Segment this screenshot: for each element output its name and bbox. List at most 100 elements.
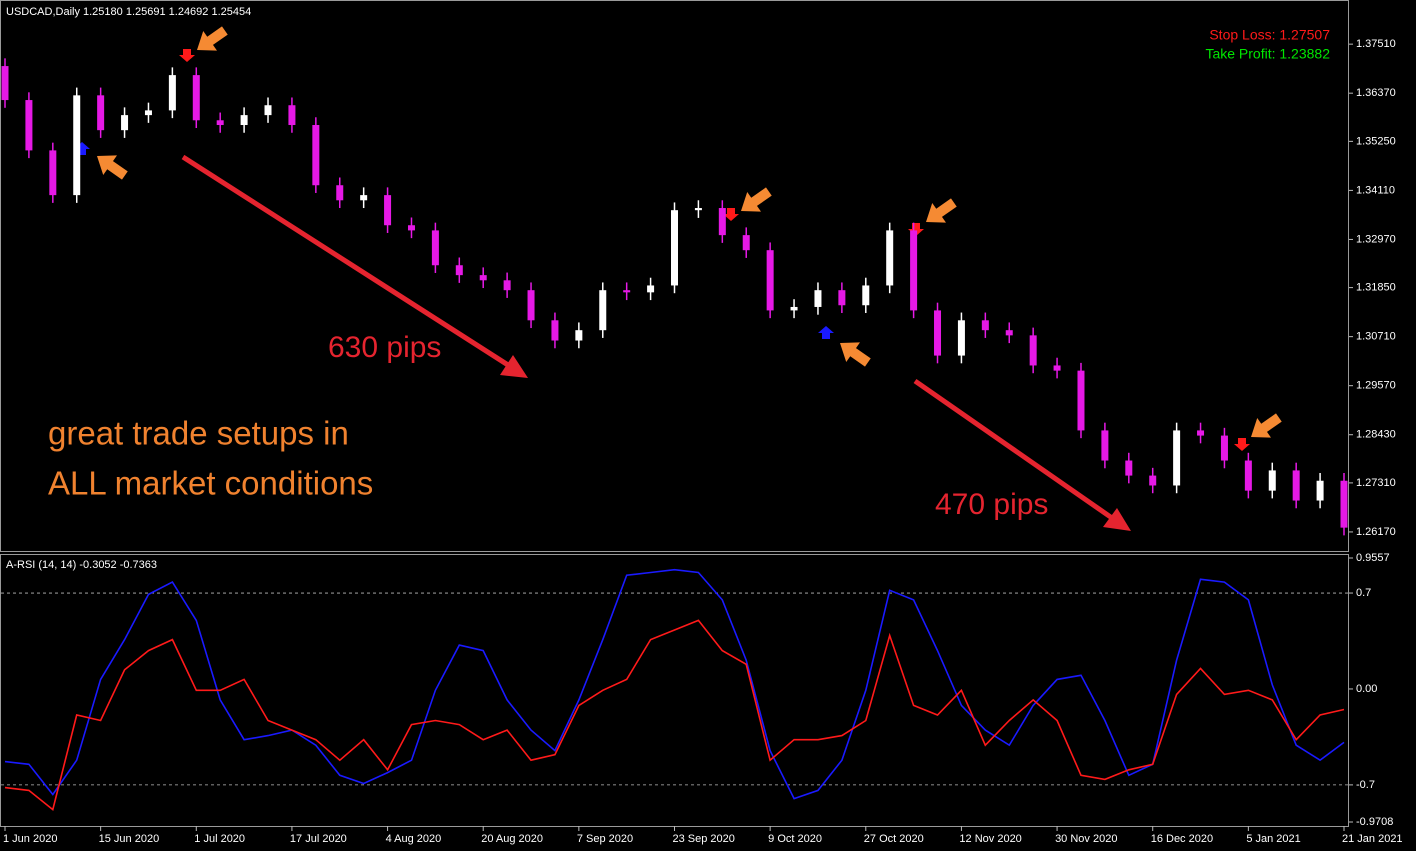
candle-body [647,285,655,293]
x-tick-label: 27 Oct 2020 [864,833,924,845]
x-tick-label: 15 Jun 2020 [99,833,160,845]
candle-body [1149,475,1157,486]
candle-body [766,250,774,311]
candle-body [1125,460,1133,476]
candle-body [886,230,894,286]
y-tick-label: 0.00 [1356,683,1377,695]
candle-body [144,110,152,116]
candle-body [1173,430,1181,486]
candle-body [1053,365,1061,371]
candle-body [981,320,989,331]
candle-body [599,290,607,331]
candle-body [1005,330,1013,336]
y-tick-label: 1.31850 [1356,282,1396,294]
x-tick-label: 23 Sep 2020 [673,833,735,845]
y-tick-label: 1.28430 [1356,429,1396,441]
candle-body [1077,370,1085,431]
candle-body [49,150,57,196]
candle-body [384,195,392,226]
candle-body [192,75,200,121]
y-tick-label: 1.29570 [1356,380,1396,392]
sell-signal [1234,438,1250,451]
y-tick-label: 1.34110 [1356,184,1395,196]
price-chart-title: USDCAD,Daily 1.25180 1.25691 1.24692 1.2… [6,6,251,18]
y-tick-label: 1.35250 [1356,135,1396,147]
y-tick-label: 0.7 [1356,587,1371,599]
candle-body [1,66,9,101]
buy-signal [818,326,834,339]
trend-arrow-line [913,378,1114,521]
x-tick-label: 7 Sep 2020 [577,833,633,845]
candle-body [862,285,870,306]
x-tick-label: 30 Nov 2020 [1055,833,1117,845]
annotation: great trade setups in [48,415,349,452]
candle-body [431,230,439,266]
candle-body [336,185,344,201]
y-tick-label: 1.32970 [1356,233,1396,245]
candle-body [551,320,559,341]
candle-body [718,208,726,236]
candle-body [1220,435,1228,461]
annotation: Take Profit: 1.23882 [1205,46,1330,62]
candle-body [957,320,965,356]
candle-body [479,275,487,281]
indicator-line [4,619,1345,812]
candle-body [455,265,463,276]
x-tick-label: 1 Jul 2020 [194,833,245,845]
candle-body [694,208,702,211]
x-tick-label: 17 Jul 2020 [290,833,347,845]
candle-body [73,95,81,196]
candle-body [1244,460,1252,491]
annotation: 470 pips [935,488,1048,521]
candle-body [1197,430,1205,436]
candle-body [407,225,415,231]
decorations [74,20,1286,531]
candle-body [1029,335,1037,366]
y-tick-label: 1.26170 [1356,526,1396,538]
candle-body [1316,480,1324,501]
x-tick-label: 12 Nov 2020 [959,833,1021,845]
candle-body [1268,470,1276,491]
indicator-line [4,568,1345,800]
x-tick-label: 21 Jan 2021 [1342,833,1403,845]
candle-body [790,306,798,311]
y-tick-label: -0.7 [1356,779,1375,791]
y-tick-label: 1.37510 [1356,38,1396,50]
candle-body [312,125,320,186]
candle-body [288,105,296,126]
candle-body [360,195,368,201]
annotation: Stop Loss: 1.27507 [1209,27,1330,43]
candle-body [240,115,248,126]
sell-signal [723,208,739,221]
candle-body [934,310,942,356]
x-tick-label: 16 Dec 2020 [1151,833,1213,845]
x-tick-label: 20 Aug 2020 [481,833,543,845]
annotation: 630 pips [328,331,441,364]
candle-body [910,230,918,311]
price-panel-frame [0,0,1349,552]
x-tick-label: 9 Oct 2020 [768,833,822,845]
candle-body [216,120,224,126]
candle-body [1340,480,1348,528]
candle-body [838,290,846,306]
candle-body [25,100,33,151]
y-tick-label: 1.30710 [1356,331,1396,343]
trend-arrow-head [1103,508,1131,531]
x-tick-label: 5 Jan 2021 [1246,833,1300,845]
indicator-title: A-RSI (14, 14) -0.3052 -0.7363 [6,559,157,571]
candle-body [742,235,750,251]
candle-body [671,210,678,286]
candle-body [1292,470,1300,501]
annotation: ALL market conditions [48,465,373,502]
y-tick-label: 1.36370 [1356,87,1396,99]
y-tick-label: 1.27310 [1356,477,1396,489]
candle-body [121,115,129,131]
candle-body [814,290,822,307]
candle-body [97,95,105,131]
sell-signal [179,49,195,62]
x-tick-label: 1 Jun 2020 [3,833,57,845]
candle-body [623,290,631,293]
candle-body [264,105,272,116]
sell-signal [908,223,924,236]
